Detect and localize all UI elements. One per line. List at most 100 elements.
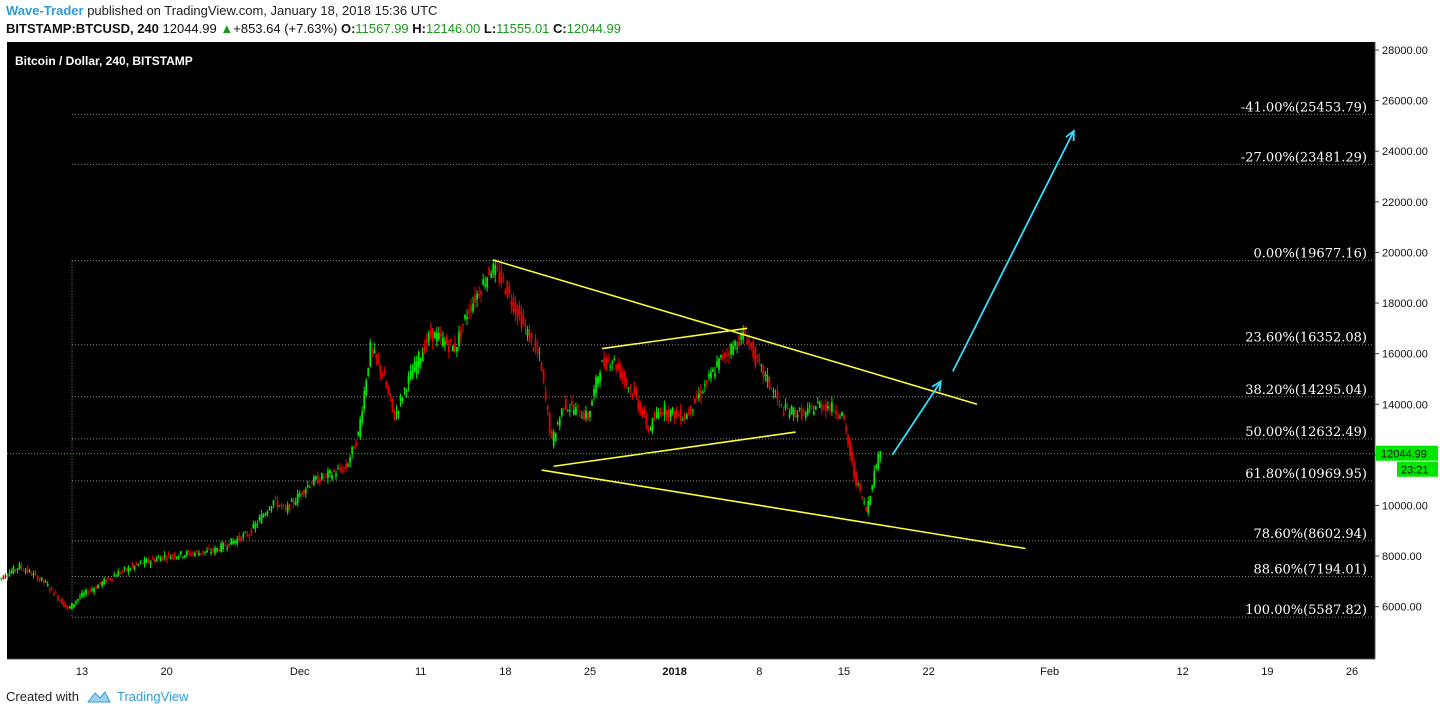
price-axis[interactable] [1375, 42, 1439, 659]
candle-body [762, 365, 765, 377]
candle-body [327, 470, 329, 479]
countdown-badge [1397, 461, 1438, 477]
candle-body [591, 400, 593, 406]
candle-body [683, 414, 686, 420]
candle-body [794, 410, 797, 418]
candle-body [530, 333, 533, 339]
candle-body [520, 311, 523, 329]
candle-body [198, 552, 200, 556]
candle-body [395, 411, 398, 415]
fib-level-label: 50.00%(12632.49) [1245, 425, 1367, 440]
candle-body [635, 389, 638, 398]
candle-body [675, 409, 678, 414]
x-tick-label: 26 [1346, 666, 1358, 678]
y-tick-label: 26000.00 [1382, 96, 1428, 108]
candle-body [107, 577, 110, 579]
candle-body [532, 347, 535, 351]
y-tick-label: 16000.00 [1382, 349, 1428, 361]
candle-body [706, 380, 708, 384]
close-label: C: [553, 21, 567, 36]
candle-body [429, 330, 432, 335]
candle-body [286, 504, 289, 512]
candle-body [708, 374, 710, 377]
candle-body [609, 366, 612, 368]
candle-body [258, 517, 261, 520]
candle-body [264, 513, 267, 516]
candle-body [379, 365, 382, 374]
candle-body [403, 388, 406, 391]
candle-body [728, 352, 730, 357]
candle-body [20, 565, 23, 569]
candle-body [568, 410, 571, 412]
candle-body [77, 599, 79, 601]
candle-body [516, 308, 519, 319]
candle-body [193, 552, 196, 556]
candle-body [456, 346, 458, 352]
y-tick-label: 10000.00 [1382, 500, 1428, 512]
candle-body [71, 602, 73, 610]
candle-body [117, 571, 120, 577]
candle-body [42, 579, 45, 582]
triangle-bottom-line[interactable] [553, 431, 796, 468]
candle-body [601, 360, 603, 362]
candle-body [454, 342, 456, 353]
projection-arrow-line[interactable] [952, 130, 1075, 372]
candle-body [518, 304, 521, 315]
author-name[interactable]: Wave-Trader [6, 3, 84, 18]
candle-body [621, 372, 624, 377]
candle-body [655, 412, 658, 418]
candle-body [256, 524, 259, 526]
candle-body [869, 496, 872, 506]
high-label: H: [412, 21, 427, 36]
candle-body [381, 373, 384, 376]
x-axis-ticks: 13 20 Dec 11 18 25 2018 8 15 22 Feb 12 19 26 [76, 666, 1358, 678]
lower-channel-line[interactable] [541, 469, 1026, 550]
time-axis[interactable] [7, 659, 1375, 681]
candle-body [302, 490, 305, 495]
candle-body [792, 408, 795, 416]
candle-body [66, 607, 69, 609]
candle-body [28, 570, 31, 572]
candle-body [818, 402, 821, 408]
candle-body [316, 475, 319, 484]
candle-body [861, 497, 864, 499]
candle-body [847, 434, 849, 445]
candle-body [615, 364, 618, 370]
upper-channel-line[interactable] [493, 259, 978, 406]
candle-body [306, 484, 309, 487]
candle-body [851, 451, 853, 462]
candle-body [639, 403, 642, 414]
symbol-label: BITSTAMP:BTCUSD, 240 [6, 21, 159, 36]
candle-body [417, 352, 420, 368]
x-tick-label: 18 [499, 666, 511, 678]
projection-arrow-line[interactable] [891, 380, 942, 456]
candle-body [546, 406, 549, 411]
candle-body [125, 568, 128, 571]
candle-body [304, 489, 307, 494]
candle-body [181, 556, 184, 558]
candle-body [482, 279, 485, 286]
candle-body [101, 581, 104, 586]
candle-body [716, 361, 718, 367]
tradingview-link[interactable]: TradingView [116, 689, 189, 704]
candle-body [367, 367, 370, 376]
candle-body [131, 565, 134, 567]
candle-body [443, 341, 446, 347]
candle-body [18, 563, 21, 570]
candle-body [415, 361, 418, 374]
candle-body [310, 483, 313, 485]
candle-body [46, 584, 49, 587]
candle-body [79, 596, 81, 598]
candle-body [536, 348, 539, 354]
candle-body [581, 417, 583, 419]
triangle-top-line[interactable] [601, 327, 748, 350]
candle-body [157, 556, 160, 559]
candle-body [272, 500, 275, 505]
candle-body [48, 588, 51, 591]
candle-body [510, 301, 513, 305]
candle-body [115, 575, 118, 577]
candle-body [159, 557, 162, 562]
candle-body [413, 361, 416, 372]
candle-body [351, 446, 354, 455]
